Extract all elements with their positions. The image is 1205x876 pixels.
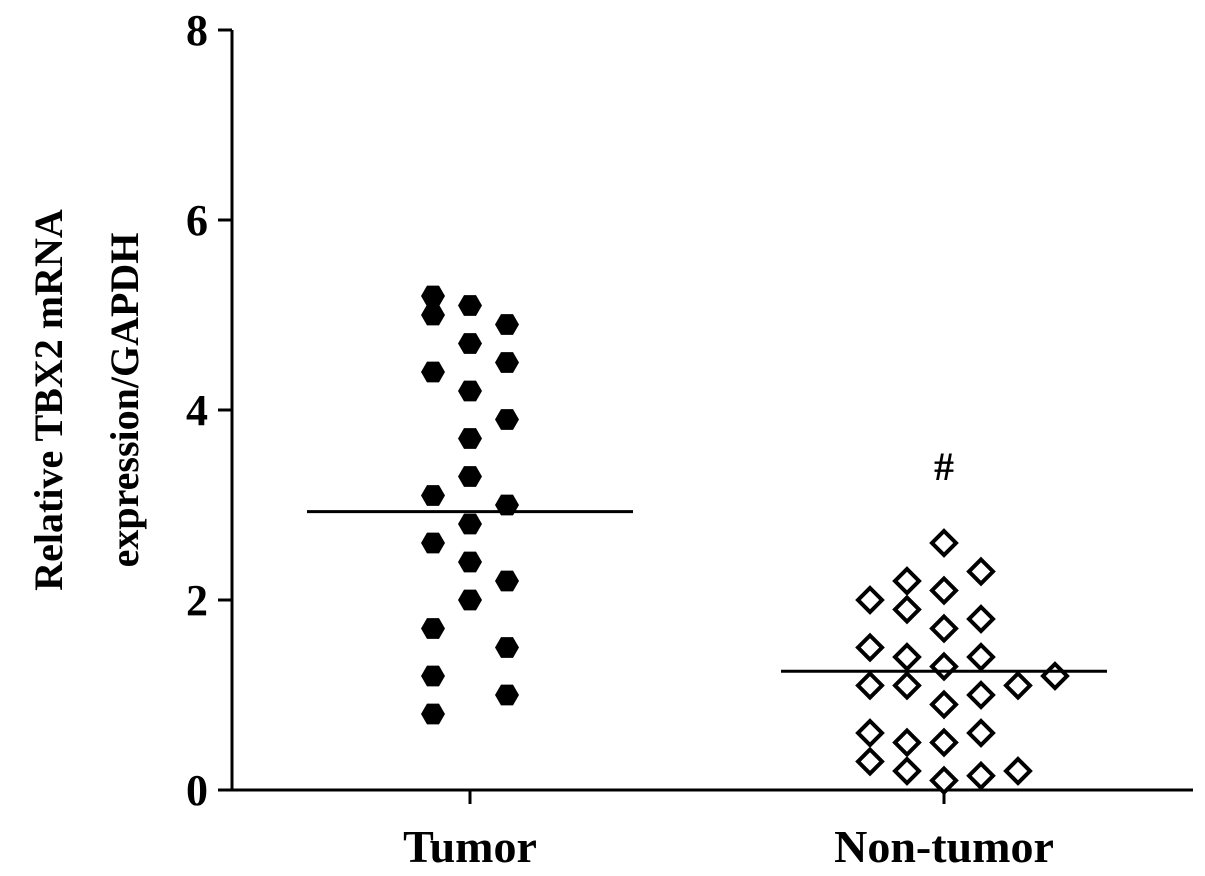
data-point — [495, 684, 519, 706]
data-point — [892, 670, 922, 701]
data-point — [421, 361, 445, 383]
data-point — [855, 670, 885, 701]
data-point — [458, 333, 482, 354]
data-point — [421, 485, 445, 506]
y-axis-label-line-2: expression/GAPDH — [102, 233, 147, 568]
data-point — [1040, 661, 1070, 691]
data-point — [966, 760, 996, 791]
data-point — [966, 604, 996, 634]
data-point — [855, 632, 885, 663]
data-point — [966, 642, 996, 672]
data-point — [966, 556, 996, 587]
data-point — [458, 551, 482, 573]
data-point — [421, 618, 445, 639]
y-tick-label: 8 — [186, 6, 208, 55]
data-point — [458, 513, 482, 535]
data-point — [421, 703, 445, 725]
data-point — [495, 637, 519, 658]
y-axis-label: Relative TBX2 mRNA expression/GAPDH — [26, 209, 147, 591]
data-point — [458, 380, 482, 402]
significance-marker: # — [934, 444, 954, 489]
data-point — [495, 314, 519, 335]
data-point — [421, 665, 445, 687]
data-point — [495, 409, 519, 430]
series-non-tumor: # — [781, 444, 1107, 796]
data-point — [929, 575, 959, 606]
data-point — [1003, 670, 1033, 701]
data-point — [495, 352, 519, 373]
data-point — [458, 428, 482, 449]
data-point — [855, 585, 885, 615]
data-point — [892, 727, 922, 758]
data-point — [458, 295, 482, 316]
data-point — [966, 718, 996, 748]
y-ticks: 0 2 4 6 8 — [186, 6, 232, 815]
data-point — [458, 589, 482, 611]
data-point — [495, 570, 519, 592]
x-ticks: Tumor Non-tumor — [403, 790, 1054, 872]
data-point — [929, 528, 959, 558]
x-tick-label: Non-tumor — [834, 821, 1054, 872]
data-point — [421, 285, 445, 307]
series-tumor — [307, 285, 633, 725]
data-point — [855, 746, 885, 777]
data-point — [929, 613, 959, 644]
x-tick-label: Tumor — [403, 821, 537, 872]
data-point — [458, 466, 482, 487]
data-point — [929, 727, 959, 758]
y-tick-label: 6 — [186, 196, 208, 245]
y-tick-label: 4 — [186, 386, 208, 435]
series-layer: # — [307, 285, 1107, 796]
data-point — [892, 594, 922, 625]
data-point — [966, 680, 996, 710]
data-point — [855, 718, 885, 748]
data-point — [892, 642, 922, 672]
y-axis-label-line-1: Relative TBX2 mRNA — [26, 209, 71, 591]
data-point — [421, 532, 445, 554]
y-tick-label: 0 — [186, 766, 208, 815]
y-tick-label: 2 — [186, 576, 208, 625]
data-point — [929, 765, 959, 796]
data-point — [421, 304, 445, 326]
data-point — [892, 756, 922, 786]
data-point — [929, 651, 959, 682]
data-point — [892, 566, 922, 596]
data-point — [1003, 756, 1033, 786]
data-point — [929, 689, 959, 720]
